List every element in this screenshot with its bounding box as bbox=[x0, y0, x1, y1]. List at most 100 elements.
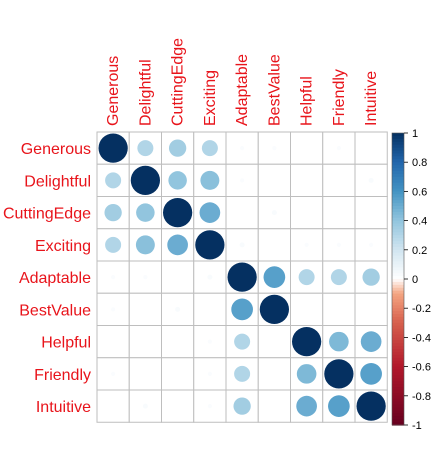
corr-circle-adaptable-bestvalue bbox=[263, 266, 286, 288]
colorbar-segment bbox=[392, 179, 404, 184]
colorbar-segment bbox=[392, 299, 404, 303]
colorbar-segment bbox=[392, 147, 404, 152]
colorbar-segment bbox=[392, 308, 404, 312]
colorbar-segment bbox=[392, 153, 404, 157]
colorbar-segment bbox=[392, 375, 404, 379]
colorbar-segment bbox=[392, 165, 404, 169]
cell-intuitive-adaptable bbox=[225, 389, 259, 423]
cell-helpful-bestvalue bbox=[257, 325, 291, 359]
colorbar-segment bbox=[392, 369, 404, 374]
colorbar-segment bbox=[392, 208, 404, 213]
colorbar-segment bbox=[392, 264, 404, 268]
colorbar-segment bbox=[392, 203, 404, 207]
colorbar-segment bbox=[392, 214, 404, 219]
colorbar-segment bbox=[392, 331, 404, 336]
colorbar-segment bbox=[392, 191, 404, 195]
column-labels: Generous Delightful CuttingEdge Exciting Ada… bbox=[105, 38, 380, 126]
colorbar-segment bbox=[392, 176, 404, 181]
colorbar-segment bbox=[392, 343, 404, 347]
colorbar-segment bbox=[392, 416, 404, 420]
row-label-exciting: Exciting bbox=[35, 238, 91, 255]
row-label-adaptable: Adaptable bbox=[19, 270, 91, 287]
colorbar-segment bbox=[392, 220, 404, 225]
colorbar-segment bbox=[392, 200, 404, 204]
column-label-delightful: Delightful bbox=[137, 59, 154, 126]
cell-friendly-bestvalue bbox=[257, 357, 291, 391]
colorbar-segment bbox=[392, 392, 404, 397]
column-label-exciting: Exciting bbox=[202, 70, 219, 126]
cell-bestvalue-friendly bbox=[322, 292, 356, 326]
corr-circle-generous-generous bbox=[98, 133, 128, 163]
colorbar-segment bbox=[392, 232, 404, 236]
colorbar-segment bbox=[392, 168, 404, 172]
colorbar-segment bbox=[392, 162, 404, 166]
colorbar-segment bbox=[392, 404, 404, 409]
corr-circle-bestvalue-adaptable bbox=[231, 298, 253, 321]
colorbar-segment bbox=[392, 159, 404, 163]
colorbar-segment bbox=[392, 311, 404, 315]
colorbar-segment bbox=[392, 206, 404, 210]
cell-delightful-bestvalue bbox=[257, 163, 291, 197]
colorbar-segment bbox=[392, 188, 404, 192]
corr-circle-delightful-delightful bbox=[130, 165, 160, 195]
cell-generous-friendly bbox=[322, 131, 356, 165]
corr-circle-friendly-helpful bbox=[296, 364, 317, 384]
corr-circle-bestvalue-bestvalue bbox=[259, 294, 289, 324]
row-labels: Generous Delightful CuttingEdge Exciting Ada… bbox=[3, 141, 91, 416]
colorbar-segment bbox=[392, 246, 404, 251]
colorbar-segment bbox=[392, 314, 404, 318]
colorbar-segment bbox=[392, 316, 404, 321]
corr-circle-adaptable-adaptable bbox=[227, 262, 257, 292]
corr-circle-adaptable-helpful bbox=[298, 269, 315, 286]
colorbar-segment bbox=[392, 141, 404, 146]
corr-circle-friendly-friendly bbox=[324, 359, 354, 389]
cell-bestvalue-delightful bbox=[128, 292, 162, 326]
corr-circle-bestvalue-cuttingedge bbox=[175, 306, 181, 312]
column-label-friendly: Friendly bbox=[331, 69, 348, 126]
corr-circle-adaptable-generous bbox=[111, 275, 116, 280]
cell-delightful-adaptable bbox=[225, 163, 259, 197]
colorbar-segment bbox=[392, 235, 404, 239]
colorbar-segment bbox=[392, 389, 404, 394]
cell-bestvalue-exciting bbox=[193, 292, 227, 326]
colorbar-tick-label: 0.4 bbox=[412, 216, 427, 228]
corr-circle-cuttingedge-generous bbox=[104, 203, 122, 222]
colorbar-tick-label: 1 bbox=[412, 128, 418, 140]
column-label-intuitive: Intuitive bbox=[363, 71, 380, 126]
column-label-helpful: Helpful bbox=[299, 76, 316, 126]
colorbar-segment bbox=[392, 387, 404, 391]
colorbar-segment bbox=[392, 302, 404, 306]
colorbar-segment bbox=[392, 349, 404, 353]
colorbar-segment bbox=[392, 384, 404, 388]
corr-circle-friendly-exciting bbox=[207, 371, 212, 376]
colorbar-tick-label: -0.4 bbox=[412, 332, 431, 344]
colorbar-segment bbox=[392, 281, 404, 286]
corr-circle-cuttingedge-cuttingedge bbox=[163, 198, 193, 228]
corr-circle-cuttingedge-delightful bbox=[136, 203, 155, 222]
corr-circle-friendly-adaptable bbox=[234, 365, 251, 382]
corr-circle-generous-delightful bbox=[137, 140, 154, 157]
corr-circle-adaptable-delightful bbox=[143, 275, 148, 280]
cell-helpful-delightful bbox=[128, 325, 162, 359]
corr-circle-intuitive-helpful bbox=[296, 395, 317, 417]
colorbar-segment bbox=[392, 352, 404, 356]
colorbar-segment bbox=[392, 296, 404, 301]
colorbar-tick-label: -0.6 bbox=[412, 362, 431, 374]
colorbar-segment bbox=[392, 372, 404, 376]
corr-circle-generous-exciting bbox=[201, 140, 218, 157]
colorbar-segment bbox=[392, 243, 404, 248]
corr-circle-generous-bestvalue bbox=[272, 146, 277, 151]
corr-circle-generous-cuttingedge bbox=[168, 139, 187, 157]
colorbar-segment bbox=[392, 135, 404, 140]
column-label-generous: Generous bbox=[105, 56, 122, 126]
corr-circle-friendly-generous bbox=[111, 371, 116, 376]
row-label-generous: Generous bbox=[21, 141, 91, 158]
corr-circle-exciting-friendly bbox=[336, 242, 341, 247]
corr-circle-generous-friendly bbox=[336, 146, 341, 151]
colorbar-segment bbox=[392, 211, 404, 216]
row-label-friendly: Friendly bbox=[34, 367, 91, 384]
cell-cuttingedge-intuitive bbox=[354, 196, 388, 230]
colorbar-segment bbox=[392, 334, 404, 338]
row-label-bestvalue: BestValue bbox=[19, 302, 91, 319]
